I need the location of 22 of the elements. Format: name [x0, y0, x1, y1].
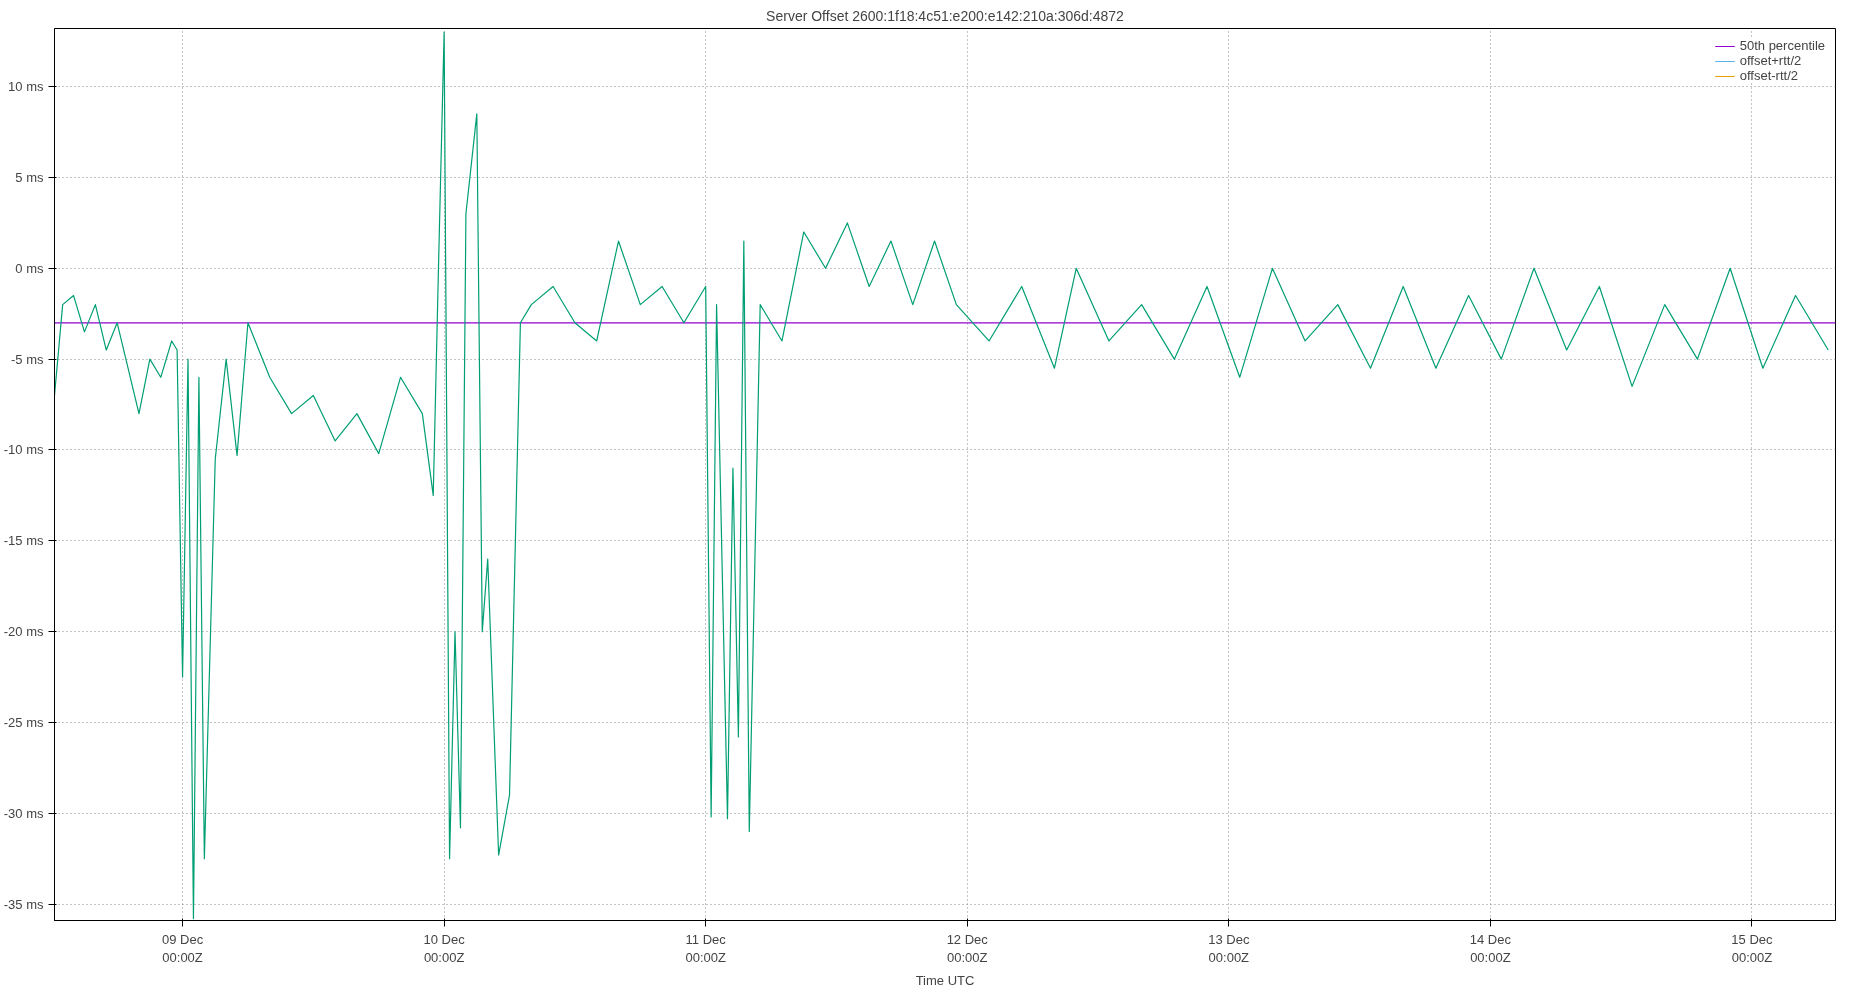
legend-label: offset-rtt/2 — [1739, 68, 1799, 83]
y-tick-label: 0 ms — [15, 260, 44, 276]
legend-label: 50th percentile — [1739, 38, 1825, 53]
x-tick-label: 11 Dec 00:00Z — [685, 931, 727, 965]
y-tick-label: -25 ms — [3, 714, 44, 730]
chart-title: Server Offset 2600:1f18:4c51:e200:e142:210a:306d:4872 — [766, 7, 1125, 24]
x-tick-label: 15 Dec 00:00Z — [1731, 931, 1774, 965]
y-tick-label: 5 ms — [15, 169, 44, 185]
legend-label: offset+rtt/2 — [1739, 53, 1802, 68]
x-tick-label: 14 Dec 00:00Z — [1469, 931, 1512, 965]
x-tick-label: 13 Dec 00:00Z — [1208, 931, 1250, 965]
x-tick-label: 09 Dec 00:00Z — [161, 931, 204, 965]
x-axis-title: Time UTC — [915, 972, 975, 988]
x-tick-label: 10 Dec 00:00Z — [423, 931, 466, 965]
y-tick-label: -5 ms — [11, 351, 44, 367]
y-tick-label: -10 ms — [3, 442, 44, 458]
y-tick-label: -20 ms — [3, 624, 44, 640]
y-tick-label: -35 ms — [3, 896, 44, 912]
y-tick-label: -30 ms — [3, 805, 44, 821]
y-tick-label: 10 ms — [8, 79, 44, 95]
y-tick-label: -15 ms — [3, 533, 44, 549]
x-tick-label: 12 Dec 00:00Z — [946, 931, 989, 965]
